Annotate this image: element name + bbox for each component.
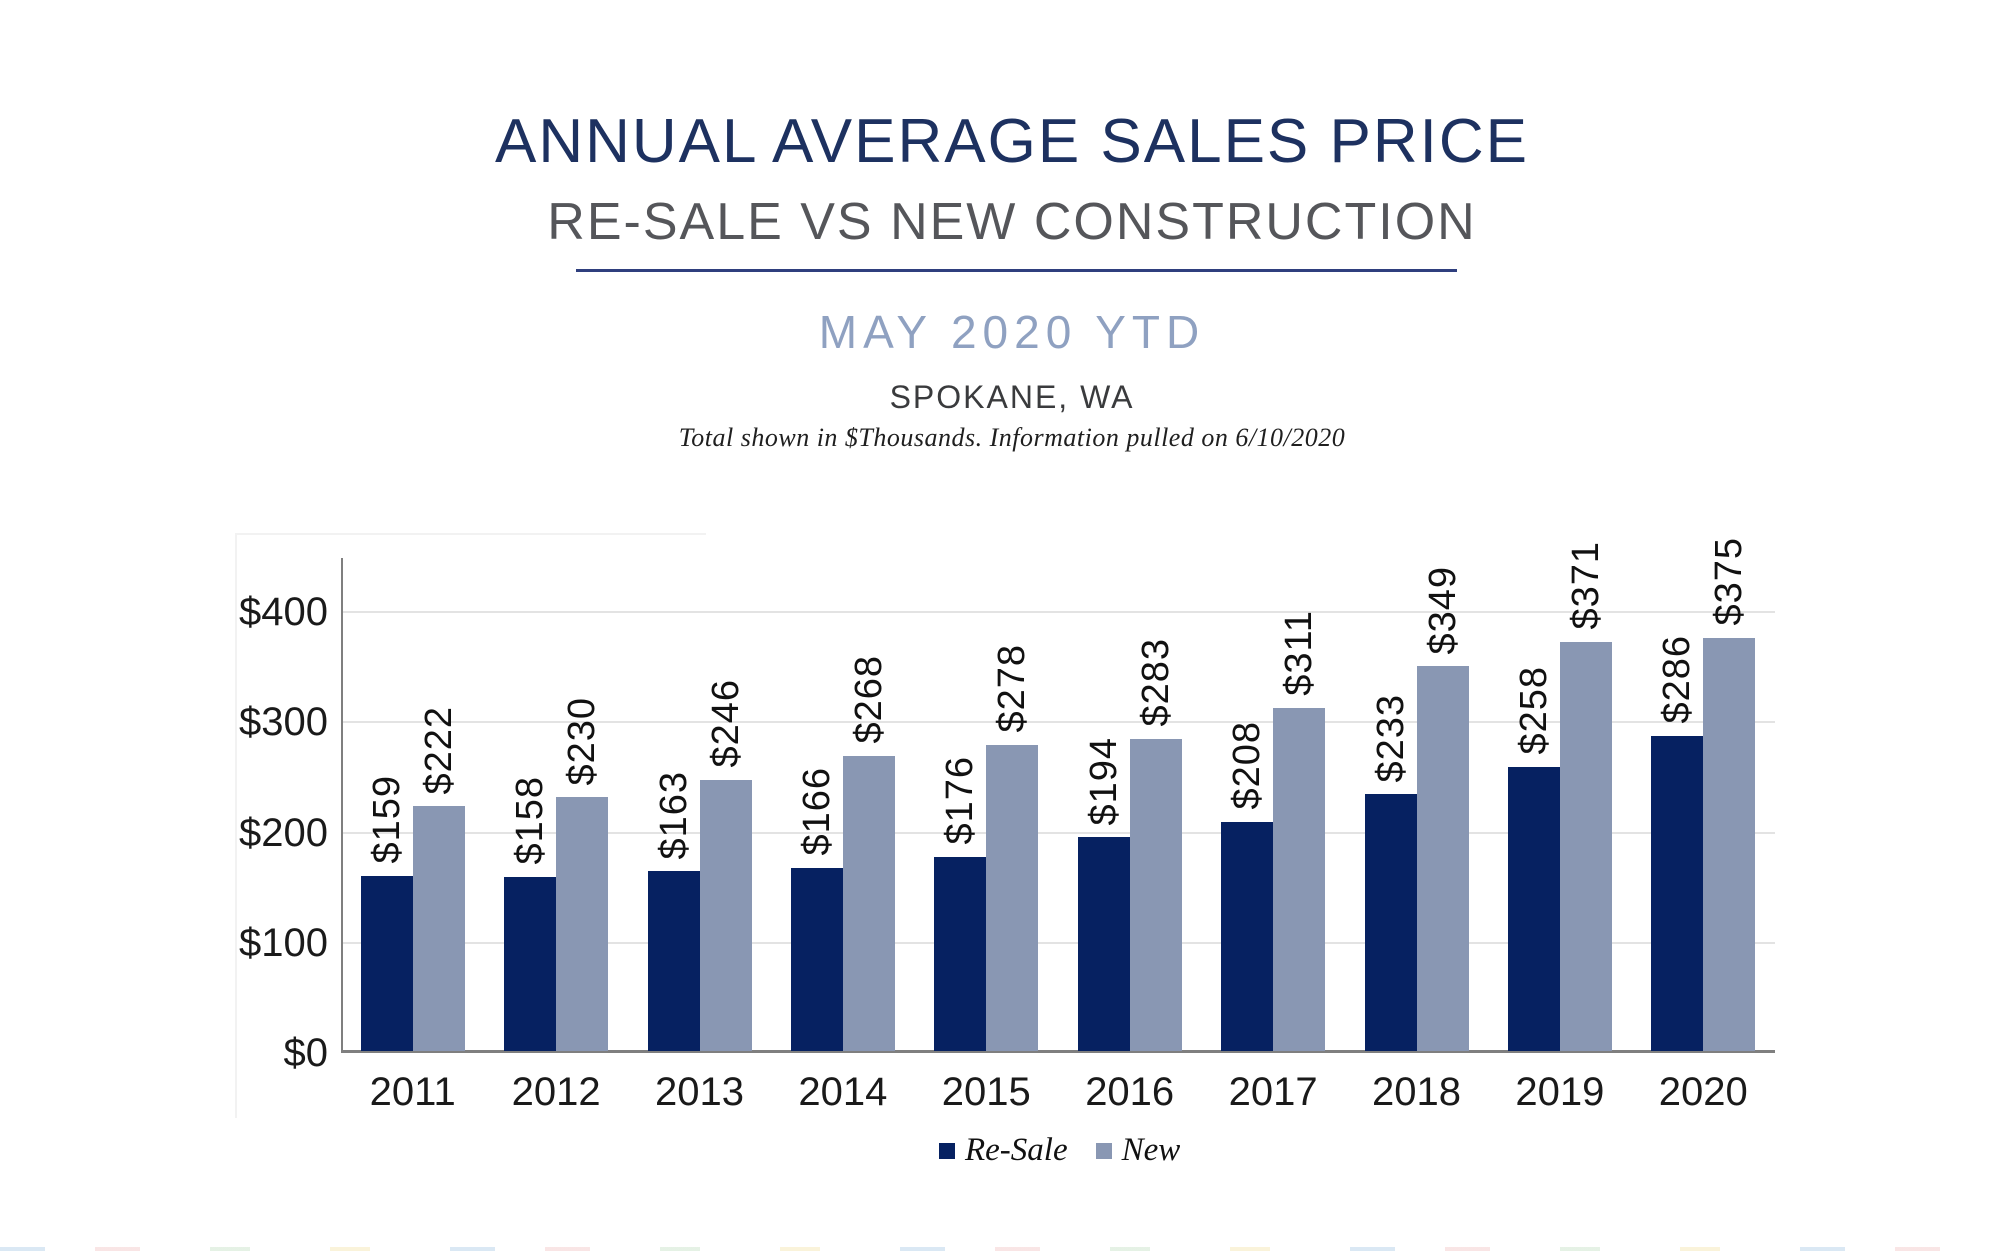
value-label-new-2012: $230 bbox=[561, 696, 604, 786]
x-tick-label-2014: 2014 bbox=[798, 1070, 888, 1114]
y-tick-label: $100 bbox=[239, 920, 328, 965]
new-bar-2019 bbox=[1559, 641, 1612, 1051]
value-label-re-sale-2014: $166 bbox=[795, 767, 838, 856]
re-sale-bar-2016 bbox=[1077, 837, 1130, 1051]
legend-item-new: New bbox=[1095, 1132, 1181, 1169]
value-label-new-2019: $371 bbox=[1564, 541, 1607, 630]
location-label: SPOKANE, WA bbox=[889, 379, 1135, 415]
re-sale-bar-2012 bbox=[504, 876, 557, 1051]
legend-item-re-sale: Re-Sale bbox=[939, 1132, 1068, 1169]
y-tick-label: $300 bbox=[239, 700, 328, 745]
chart-legend: Re-Sale New bbox=[939, 1132, 1180, 1169]
value-label-new-2020: $375 bbox=[1708, 537, 1751, 626]
value-label-new-2018: $349 bbox=[1421, 565, 1464, 655]
value-label-re-sale-2012: $158 bbox=[509, 776, 552, 865]
re-sale-bar-2013 bbox=[647, 871, 700, 1051]
new-bar-2013 bbox=[699, 779, 752, 1051]
gridline-400 bbox=[341, 611, 1775, 613]
title-divider bbox=[576, 269, 1457, 272]
value-label-re-sale-2018: $233 bbox=[1369, 693, 1412, 783]
chart-image-top-edge bbox=[235, 533, 706, 535]
new-bar-2012 bbox=[556, 797, 609, 1051]
value-label-re-sale-2013: $163 bbox=[652, 770, 695, 860]
new-bar-2014 bbox=[842, 755, 895, 1051]
footnote: Total shown in $Thousands. Information p… bbox=[678, 423, 1346, 452]
re-sale-bar-2015 bbox=[934, 856, 987, 1051]
new-bar-2016 bbox=[1129, 739, 1182, 1051]
legend-swatch-icon bbox=[939, 1142, 955, 1159]
gridline-100 bbox=[341, 941, 1775, 944]
value-label-re-sale-2015: $176 bbox=[939, 756, 982, 845]
x-tick-label-2020: 2020 bbox=[1658, 1070, 1748, 1114]
value-label-re-sale-2020: $286 bbox=[1656, 635, 1699, 724]
gridline-300 bbox=[341, 721, 1775, 724]
y-tick-label: $0 bbox=[283, 1031, 329, 1075]
x-tick-label-2013: 2013 bbox=[655, 1070, 744, 1114]
value-label-re-sale-2016: $194 bbox=[1082, 736, 1125, 826]
re-sale-bar-2020 bbox=[1651, 735, 1704, 1051]
y-axis-line bbox=[341, 558, 343, 1053]
value-label-re-sale-2019: $258 bbox=[1512, 666, 1555, 755]
value-label-new-2016: $283 bbox=[1134, 638, 1177, 727]
chart-image-left-edge bbox=[235, 533, 237, 1118]
x-tick-label-2017: 2017 bbox=[1228, 1070, 1318, 1114]
value-label-re-sale-2017: $208 bbox=[1226, 721, 1269, 810]
value-label-new-2013: $246 bbox=[704, 679, 747, 768]
period-label: MAY 2020 YTD bbox=[818, 306, 1206, 358]
new-bar-2017 bbox=[1273, 708, 1326, 1051]
value-label-new-2011: $222 bbox=[417, 705, 460, 795]
y-tick-label: $200 bbox=[239, 810, 328, 855]
new-bar-2015 bbox=[986, 744, 1039, 1051]
gridline-200 bbox=[341, 831, 1775, 834]
x-tick-label-2012: 2012 bbox=[511, 1070, 601, 1114]
legend-label: New bbox=[1121, 1132, 1181, 1168]
new-bar-2011 bbox=[412, 806, 465, 1051]
value-label-new-2017: $311 bbox=[1278, 610, 1321, 697]
legend-swatch-icon bbox=[1095, 1142, 1112, 1159]
value-label-new-2014: $268 bbox=[847, 654, 890, 744]
bar-chart-plot-area: Re-Sale New $159 $222 $158 $230 $163 $246 $166 $… bbox=[341, 537, 1775, 1168]
y-axis-labels: $0 $100 $200 $300 $400 bbox=[120, 558, 328, 1075]
x-axis-line bbox=[341, 1050, 1775, 1053]
page-title: ANNUAL AVERAGE SALES PRICE bbox=[494, 107, 1529, 176]
new-bar-2018 bbox=[1416, 666, 1469, 1051]
legend-label: Re-Sale bbox=[965, 1132, 1068, 1168]
x-tick-label-2018: 2018 bbox=[1372, 1070, 1461, 1114]
y-tick-label: $400 bbox=[239, 590, 328, 634]
bottom-edge-artifact bbox=[0, 1247, 2000, 1251]
page-subtitle: RE-SALE VS NEW CONSTRUCTION bbox=[547, 193, 1477, 251]
x-tick-label-2011: 2011 bbox=[369, 1070, 456, 1114]
re-sale-bar-2019 bbox=[1507, 766, 1560, 1051]
x-tick-label-2019: 2019 bbox=[1515, 1070, 1605, 1114]
x-tick-label-2016: 2016 bbox=[1085, 1070, 1175, 1114]
value-label-re-sale-2011: $159 bbox=[365, 775, 408, 864]
re-sale-bar-2011 bbox=[360, 875, 413, 1051]
re-sale-bar-2017 bbox=[1221, 821, 1274, 1051]
new-bar-2020 bbox=[1703, 637, 1756, 1051]
value-label-new-2015: $278 bbox=[991, 643, 1034, 733]
x-tick-label-2015: 2015 bbox=[941, 1070, 1031, 1114]
re-sale-bar-2014 bbox=[790, 868, 843, 1051]
re-sale-bar-2018 bbox=[1364, 794, 1417, 1051]
